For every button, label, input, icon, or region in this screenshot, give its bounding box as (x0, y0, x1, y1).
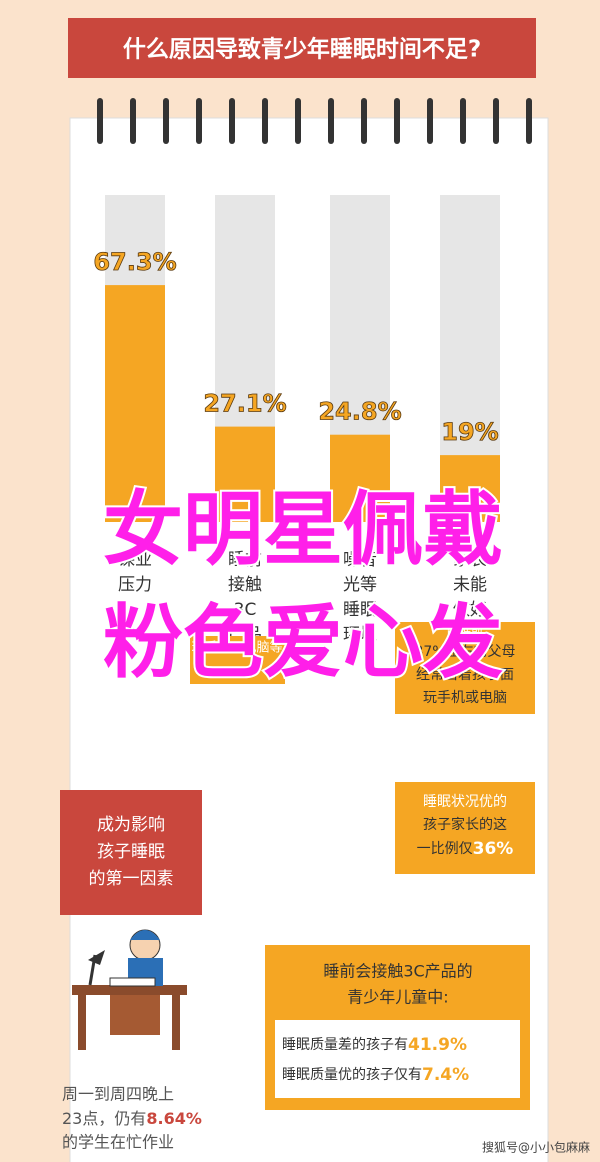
ring (130, 98, 136, 144)
box-text: 玩手机或电脑 (423, 690, 507, 706)
box-text: 睡眠前 (447, 624, 483, 639)
homework-text: 的学生在忙作业 (62, 1133, 174, 1152)
bar (330, 434, 390, 522)
category-label-line: 压力 (118, 575, 152, 595)
highlight: 7.4% (422, 1065, 469, 1085)
category-label-line: 做好 (453, 600, 487, 620)
box-text: 一比例仅 (417, 841, 473, 857)
ring (361, 98, 367, 144)
category-label-line: 环境 (343, 625, 377, 645)
bar (440, 455, 500, 522)
box-text: 青少年儿童中: (347, 988, 448, 1007)
ring (526, 98, 532, 144)
box-text: 一比例仅36% (417, 839, 514, 859)
category-label: 课业压力 (118, 550, 152, 595)
bar (105, 285, 165, 522)
category-label: 噪音光等睡眠环境 (343, 550, 377, 645)
box-text: 睡眠质量差的孩子有 (282, 1037, 408, 1053)
highlight: 36% (473, 839, 514, 859)
box-text: 孩子家长的这 (423, 816, 507, 833)
value-label: 67.3% (93, 248, 176, 276)
value-label: 19% (441, 418, 498, 446)
ring (295, 98, 301, 144)
box-good (395, 782, 535, 874)
ring (328, 98, 334, 144)
box-text: 的第一因素 (89, 869, 174, 889)
category-label-line: 接触 (228, 575, 262, 595)
category-label-line: 未能 (453, 575, 487, 595)
overlay: 女明星佩戴 粉色爱心发 (101, 481, 505, 691)
box-first (60, 790, 202, 915)
title-banner (68, 18, 536, 78)
ring (163, 98, 169, 144)
category-label-line: 课业 (118, 550, 152, 570)
watermark: 搜狐号@小小包麻麻 (482, 1140, 590, 1155)
category-label-line: 家长 (453, 550, 487, 570)
bar (215, 426, 275, 522)
illustration (72, 929, 187, 1050)
rings (97, 98, 532, 144)
ring (394, 98, 400, 144)
ring (427, 98, 433, 144)
value-label: 27.1% (203, 390, 286, 418)
box-text: 经常当着孩子面 (416, 667, 514, 683)
box-text: 成为影响 (97, 815, 165, 835)
box-text: 睡眠质量优的孩子仅有7.4% (282, 1065, 469, 1085)
value-label: 24.8% (318, 398, 401, 426)
category-label-line: 3C (234, 600, 257, 620)
ring (460, 98, 466, 144)
overlay-text: 粉色爱心发 (103, 596, 503, 689)
category-label-line: 睡前 (228, 550, 262, 570)
box-3c-inner (275, 1020, 520, 1098)
homework-text: 23点，仍有 (62, 1109, 146, 1128)
ring (262, 98, 268, 144)
ring (493, 98, 499, 144)
overlay-text: 女明星佩戴 (103, 483, 503, 576)
category-label-line: 噪音 (343, 550, 377, 570)
category-label-line: 光等 (343, 575, 377, 595)
note: 玩手机、电脑等 (191, 640, 282, 656)
box-text: 孩子睡眠 (97, 842, 165, 862)
note-box (190, 636, 285, 684)
ring (229, 98, 235, 144)
highlight: 8.64% (146, 1109, 202, 1128)
box-text: 睡眠质量差的孩子有41.9% (282, 1035, 467, 1055)
homework-text: 周一到周四晚上 (62, 1085, 174, 1104)
box-parents (395, 622, 535, 714)
homework-text: 23点，仍有8.64% (62, 1109, 202, 1128)
box-text: 睡前会接触3C产品的 (323, 962, 472, 981)
highlight: 41.9% (408, 1035, 467, 1055)
box-text: 37%左右的父母 (414, 644, 515, 660)
box-text: 睡眠状况优的 (423, 794, 507, 810)
ring (97, 98, 103, 144)
box-text: 睡眠质量优的孩子仅有 (282, 1067, 422, 1083)
title: 什么原因导致青少年睡眠时间不足? (123, 36, 481, 63)
category-label-line: 睡眠 (343, 600, 377, 620)
ring (196, 98, 202, 144)
